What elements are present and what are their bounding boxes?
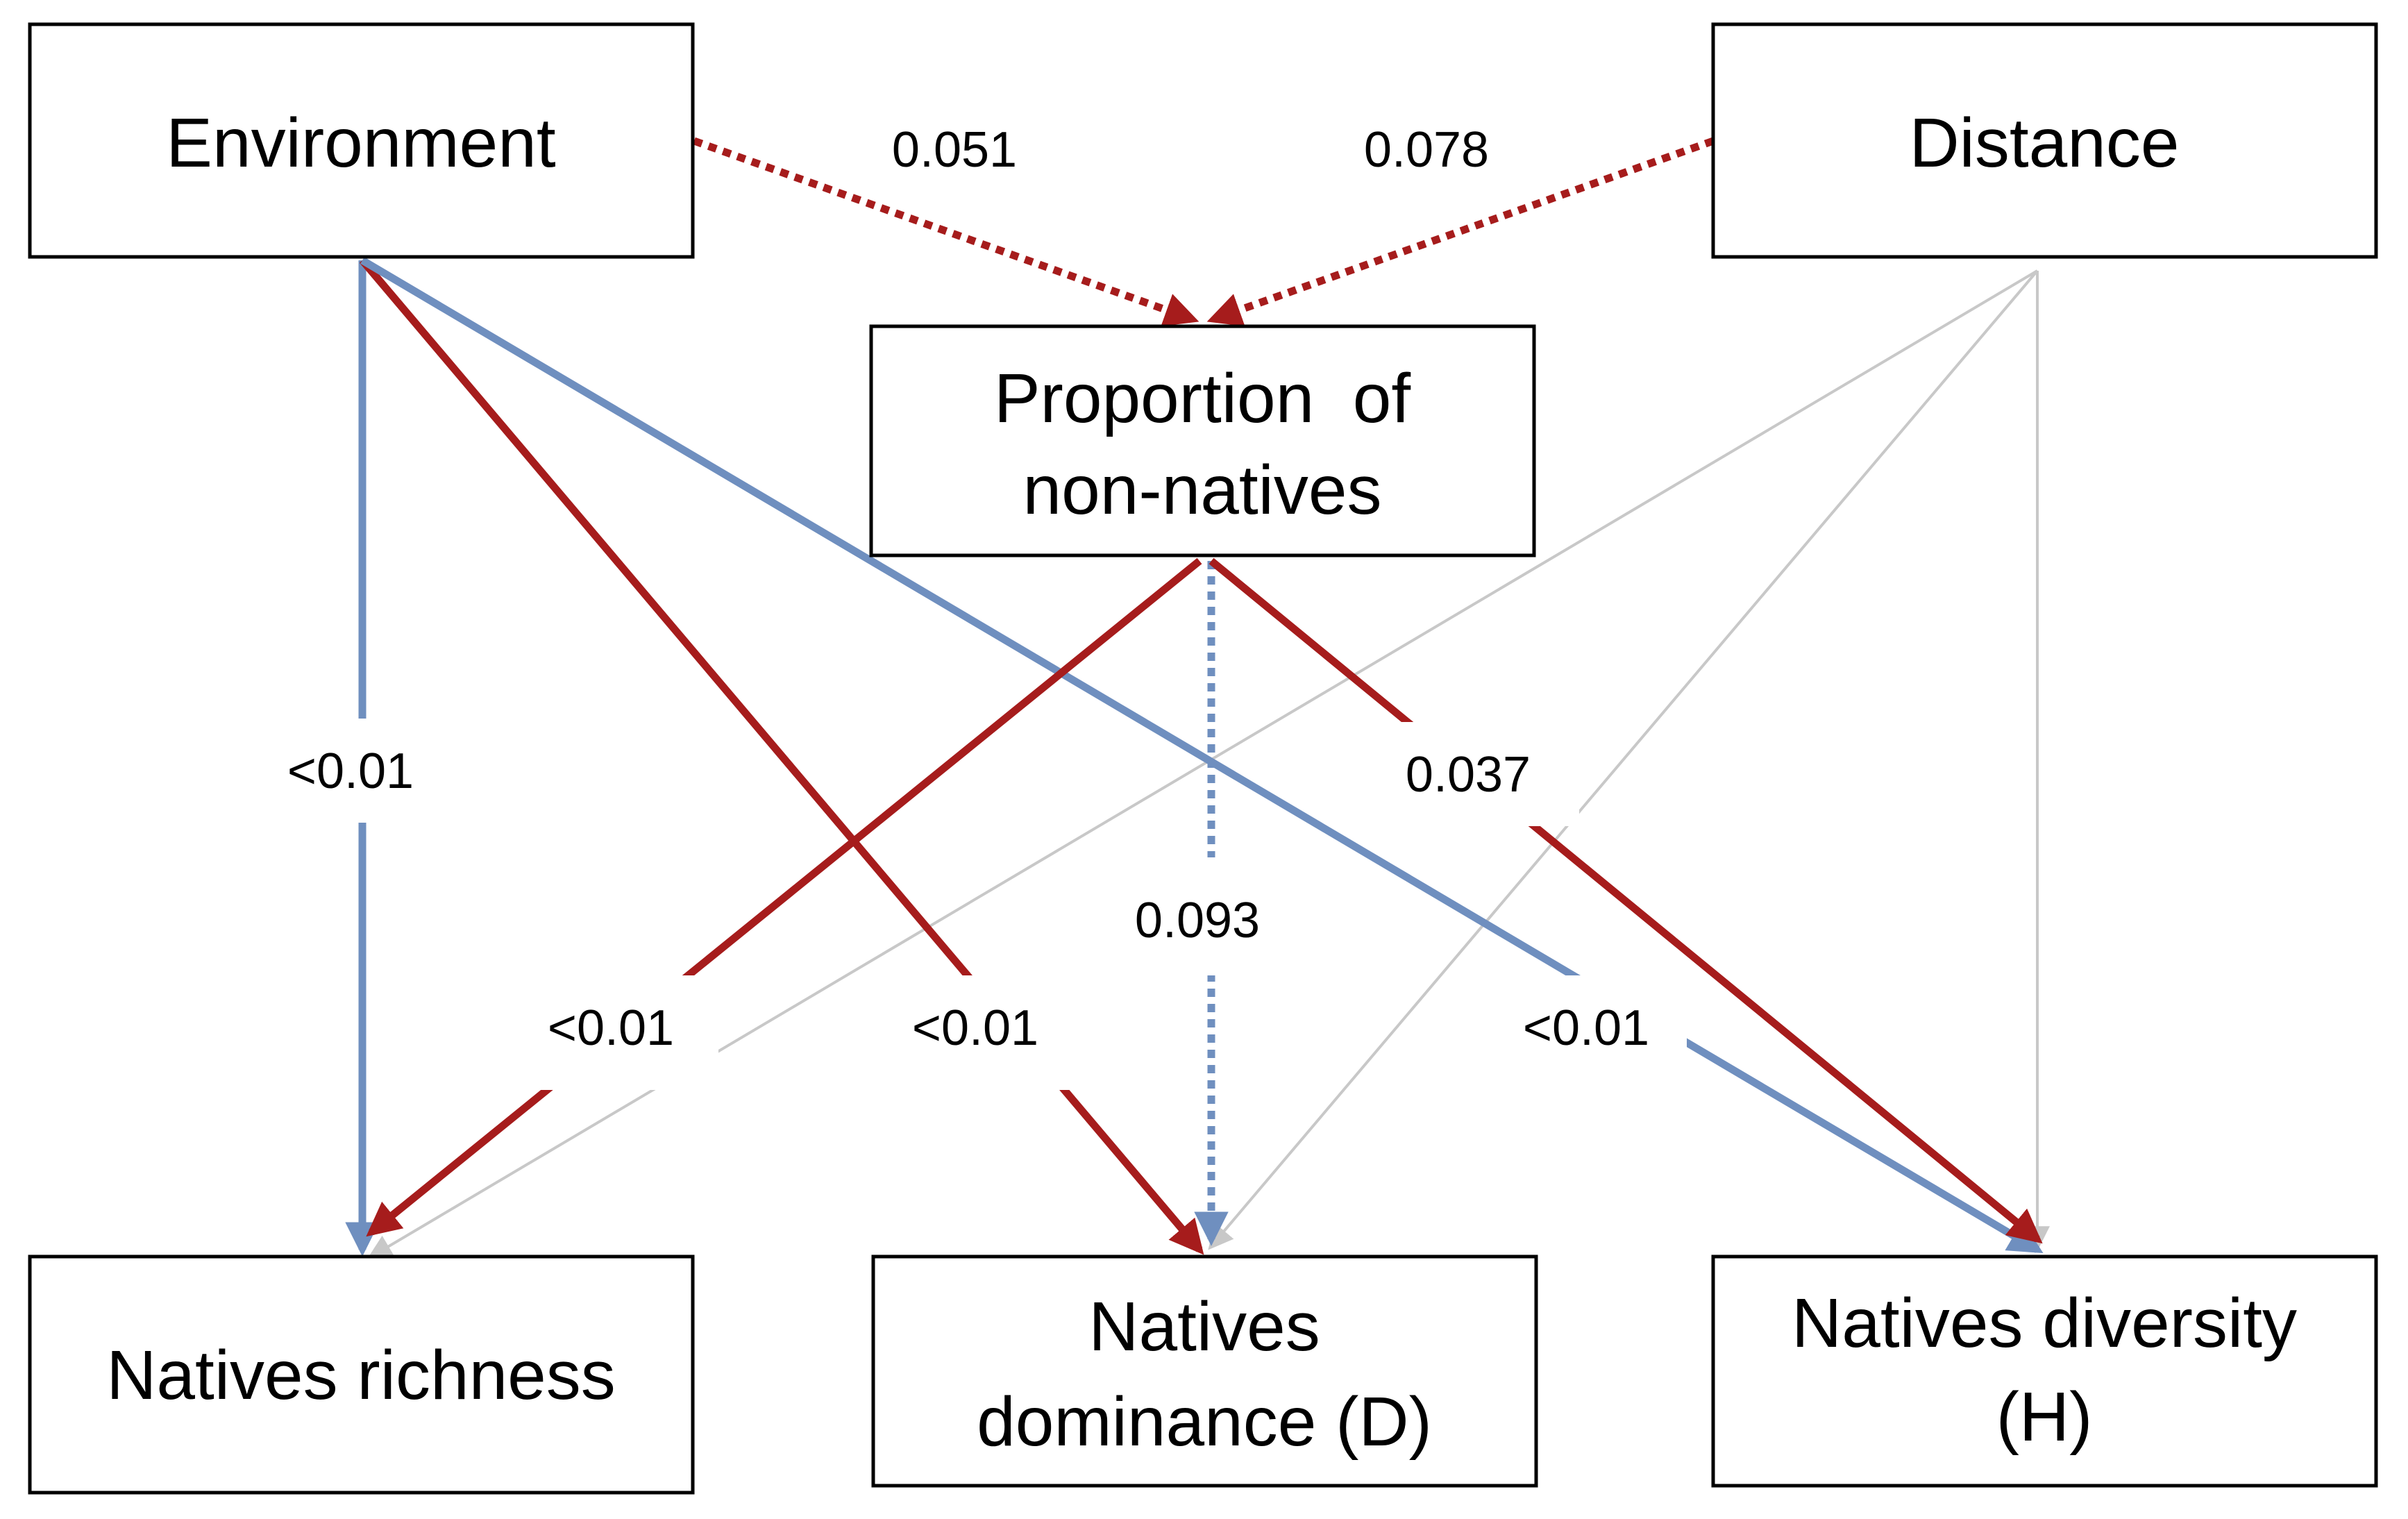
edge-environment-to-diversity [360, 257, 2044, 1254]
edge-distance-to-dominance [1208, 269, 2039, 1250]
label-env-diversity-text: <0.01 [1523, 1000, 1649, 1056]
label-env-dominance-text: <0.01 [912, 1000, 1038, 1056]
node-diversity-line2: (H) [1996, 1378, 2093, 1456]
label-dist-proportion-text: 0.078 [1364, 122, 1489, 178]
edge-distance-to-richness [367, 269, 2039, 1259]
edge-environment-to-proportion [693, 137, 1199, 326]
node-proportion-line2: non-natives [1023, 451, 1382, 529]
label-env-richness-text: <0.01 [287, 744, 414, 799]
node-diversity-line1: Natives diversity [1792, 1284, 2297, 1362]
node-proportion-line1: Proportion of [994, 360, 1411, 437]
node-dominance-line2: dominance (D) [977, 1383, 1432, 1461]
node-proportion-nonnatives: Proportion of non-natives [869, 324, 1536, 557]
node-dominance-line1: Natives [1088, 1288, 1320, 1366]
nodes: Environment Distance Proportion of non-n… [28, 22, 2378, 1495]
edge-distance-to-proportion [1206, 137, 1715, 326]
label-env-proportion: 0.051 [857, 111, 1031, 187]
node-environment-label: Environment [166, 104, 556, 182]
label-prop-diversity: 0.037 [1357, 722, 1579, 826]
label-dist-proportion: 0.078 [1329, 111, 1503, 187]
node-richness-label: Natives richness [106, 1336, 616, 1414]
edges [345, 137, 2050, 1259]
label-env-diversity: <0.01 [1479, 975, 1687, 1090]
node-distance: Distance [1711, 22, 2378, 259]
label-prop-dominance-text: 0.093 [1135, 893, 1260, 948]
label-prop-dominance: 0.093 [1100, 857, 1315, 975]
node-natives-diversity: Natives diversity (H) [1711, 1254, 2378, 1488]
node-natives-dominance: Natives dominance (D) [871, 1254, 1538, 1488]
label-env-dominance: <0.01 [864, 975, 1111, 1090]
node-natives-richness: Natives richness [28, 1254, 695, 1495]
label-prop-diversity-text: 0.037 [1406, 747, 1531, 803]
node-environment: Environment [28, 22, 695, 259]
label-env-richness: <0.01 [257, 719, 479, 823]
label-prop-richness-text: <0.01 [548, 1000, 674, 1056]
label-env-proportion-text: 0.051 [892, 122, 1017, 178]
edge-proportion-to-diversity [1209, 557, 2043, 1244]
node-distance-label: Distance [1909, 104, 2179, 182]
edge-labels: 0.051 0.078 <0.01 0.037 0.093 <0.01 <0.0… [257, 111, 1687, 1090]
label-prop-richness: <0.01 [482, 975, 718, 1090]
edge-proportion-to-richness [366, 557, 1202, 1237]
